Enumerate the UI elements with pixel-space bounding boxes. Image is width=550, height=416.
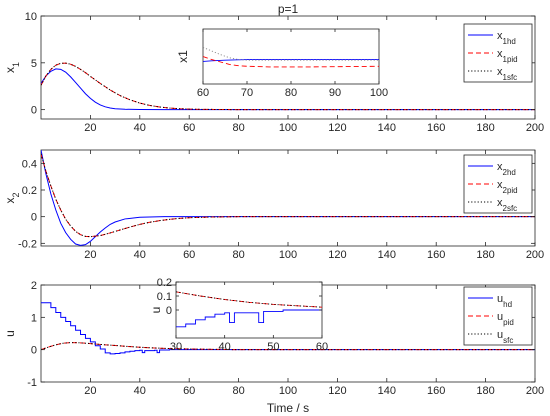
panel-2-group: 20 40 60 80 100 120 140 160 180 200 -0.2 0 0.2 0.4 x2 <box>3 149 544 261</box>
panel-2-xtick-label-7: 160 <box>427 249 445 261</box>
panel-3-ylabel: u <box>3 330 17 337</box>
panel-3-legend-label-sub-1: pid <box>503 318 514 327</box>
panel-3-xtick-label-9: 200 <box>526 385 544 397</box>
panel-1-inset-xtick-label-3: 90 <box>329 87 341 99</box>
panel-3-legend-label-sub-0: hd <box>503 300 512 309</box>
panel-3-inset-ylabel: u <box>149 307 163 314</box>
panel-1-ytick-label-0: 0 <box>31 105 37 117</box>
panel-3-xtick-label-7: 160 <box>427 385 445 397</box>
panel-1-ytick-label-2: 10 <box>25 11 37 23</box>
panel-3-xtick-label-2: 60 <box>183 385 195 397</box>
panel-2-series-line-1 <box>41 153 535 238</box>
panel-3-inset-ytick-label-0: 0 <box>166 305 172 317</box>
panel-3-xtick-label-5: 120 <box>328 385 346 397</box>
panel-3-inset-ytick-label-1: 0.1 <box>157 291 172 303</box>
panel-1-xtick-label-9: 200 <box>526 122 544 134</box>
panel-1-legend-label-sub-0: 1hd <box>503 37 516 46</box>
panel-3-ytick-label-0: -1 <box>27 377 37 389</box>
panel-2-xtick-label-2: 60 <box>183 249 195 261</box>
panel-3-xtick-label-0: 20 <box>84 385 96 397</box>
panel-2-xtick-label-8: 180 <box>476 249 494 261</box>
panel-2-legend-label-sub-0: 2hd <box>503 168 516 177</box>
panel-3-inset-xtick-label-0: 30 <box>170 341 182 353</box>
panel-2-xtick-label-6: 140 <box>378 249 396 261</box>
panel-1-xtick-label-6: 140 <box>378 122 396 134</box>
panel-1-xtick-label-2: 60 <box>183 122 195 134</box>
panel-1-inset-xtick-label-1: 70 <box>241 87 253 99</box>
panel-3-legend-label-sub-2: sfc <box>503 336 513 345</box>
panel-3-legend-box <box>463 286 533 346</box>
panel-3-xtick-label-6: 140 <box>378 385 396 397</box>
panel-1-ytick-label-1: 5 <box>31 58 37 70</box>
panel-3-inset-ytick-label-2: 0.2 <box>157 277 172 289</box>
panel-2-xtick-label-0: 20 <box>84 249 96 261</box>
panel-3-inset-series-line-0 <box>176 309 322 328</box>
panel-1-inset-series-line-2 <box>203 46 379 61</box>
panel-3-inset-xtick-label-2: 50 <box>267 341 279 353</box>
panel-3-xtick-label-8: 180 <box>476 385 494 397</box>
panel-3-ytick-label-2: 1 <box>31 312 37 324</box>
panel-1-xtick-label-7: 160 <box>427 122 445 134</box>
panel-3-ytick-label-1: 0 <box>31 345 37 357</box>
panel-3-inset-series-line-2 <box>176 291 322 308</box>
panel-3-xtick-label-1: 40 <box>134 385 146 397</box>
panel-2-ytick-label-3: 0.4 <box>22 158 37 170</box>
panel-2-xtick-label-3: 80 <box>232 249 244 261</box>
panel-2-xtick-label-5: 120 <box>328 249 346 261</box>
panel-1-inset-xtick-label-0: 60 <box>197 87 209 99</box>
panel-2-xtick-label-1: 40 <box>134 249 146 261</box>
panel-1-inset-xtick-label-2: 80 <box>285 87 297 99</box>
panel-3-inset-xtick-label-3: 60 <box>316 341 328 353</box>
panel-3-xtick-label-3: 80 <box>232 385 244 397</box>
panel-1-inset-frame <box>202 28 380 85</box>
panel-1-inset-series-line-0 <box>203 59 379 62</box>
panel-1-ylabel-sub: 1 <box>11 62 21 67</box>
panel-3-series-line-0 <box>41 302 535 355</box>
panel-1-inset-xtick-label-4: 100 <box>370 87 388 99</box>
panel-2-legend-label-sub-1: 2pid <box>503 186 518 195</box>
panel-2-ytick-label-2: 0.2 <box>22 185 37 197</box>
panel-2-ytick-label-1: 0 <box>31 212 37 224</box>
panel-3-xtick-label-4: 100 <box>279 385 297 397</box>
panel-1-legend-box <box>463 23 533 83</box>
panel-1-xtick-label-8: 180 <box>476 122 494 134</box>
figure-title: p=1 <box>278 2 299 16</box>
panel-2-ytick-label-0: -0.2 <box>18 238 37 250</box>
panel-1-xtick-label-3: 80 <box>232 122 244 134</box>
x-axis-label: Time / s <box>267 401 309 415</box>
panel-1-xtick-label-1: 40 <box>134 122 146 134</box>
panel-2-frame <box>40 149 536 247</box>
panel-3-series-line-2 <box>41 342 535 351</box>
panel-2-xtick-label-9: 200 <box>526 249 544 261</box>
panel-2-xtick-label-4: 100 <box>279 249 297 261</box>
panel-1-xtick-label-0: 20 <box>84 122 96 134</box>
panel-1-inset-group: 60 70 80 90 100 x1 <box>176 28 388 99</box>
panel-2-ylabel: x2 <box>3 192 21 203</box>
panel-1-ylabel: x1 <box>3 62 21 73</box>
panel-2-legend-box <box>463 154 533 214</box>
panel-1-series-line-0 <box>41 68 535 111</box>
panel-1-inset-series-line-1 <box>203 56 379 68</box>
panel-3-ytick-label-3: 2 <box>31 280 37 292</box>
panel-1-xtick-label-4: 100 <box>279 122 297 134</box>
panel-3-inset-xtick-label-1: 40 <box>219 341 231 353</box>
panel-2-ylabel-sub: 2 <box>11 192 21 197</box>
panel-3-inset-group: 30 40 50 60 0 0.1 0.2 u <box>149 277 328 353</box>
panel-3-series-line-1 <box>41 342 535 351</box>
panel-1-legend-label-sub-2: 1sfc <box>503 73 518 82</box>
panel-1-legend-label-sub-1: 1pid <box>503 55 518 64</box>
panel-1-series-line-2 <box>41 62 535 111</box>
panel-2-series-line-0 <box>41 150 535 246</box>
panel-1-inset-ylabel: x1 <box>176 50 190 63</box>
panel-1-xtick-label-5: 120 <box>328 122 346 134</box>
panel-2-legend-label-sub-2: 2sfc <box>503 204 518 213</box>
